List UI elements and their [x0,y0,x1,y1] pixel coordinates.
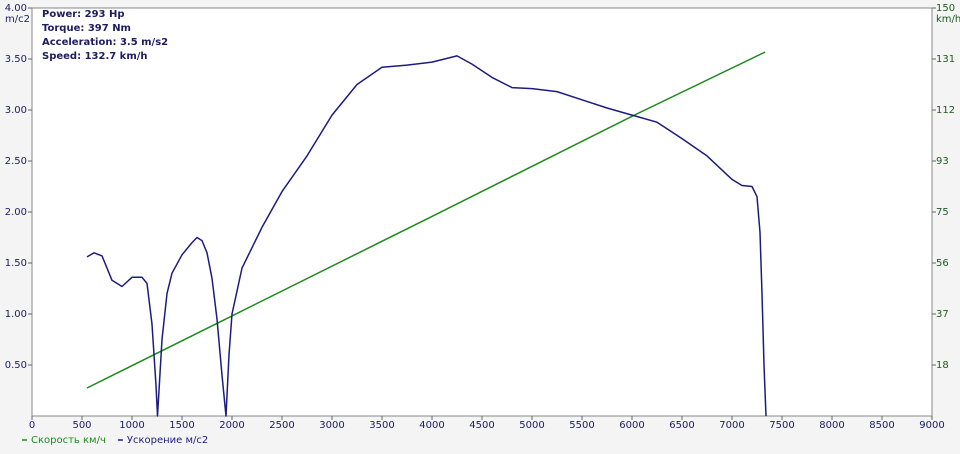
y-unit: m/c2 [5,14,30,25]
y-tick-label: 3.00 [5,105,27,116]
y2-tick-label: 150 [936,3,955,14]
y2-tick-label: 18 [936,360,949,371]
y2-tick-label: 93 [936,156,949,167]
x-tick-label: 1000 [119,420,144,431]
y-tick-label: 2.50 [5,156,27,167]
annotation: Power: 293 Hp [42,9,125,20]
x-tick-label: 500 [72,420,91,431]
y2-unit: km/h [936,14,960,25]
x-tick-label: 8500 [869,420,894,431]
x-tick-label: 4500 [469,420,494,431]
x-tick-label: 9000 [919,420,944,431]
x-tick-label: 4000 [419,420,444,431]
y-tick-label: 0.50 [5,360,27,371]
annotation: Speed: 132.7 km/h [42,51,148,62]
y2-tick-label: 75 [936,207,949,218]
y-tick-label: 3.50 [5,54,27,65]
x-tick-label: 8000 [819,420,844,431]
y2-tick-label: 131 [936,54,955,65]
x-tick-label: 2000 [219,420,244,431]
x-tick-label: 2500 [269,420,294,431]
x-tick-label: 5500 [569,420,594,431]
y2-tick-label: 112 [936,105,955,116]
x-tick-label: 6500 [669,420,694,431]
y-tick-label: 4.00 [5,3,27,14]
legend-label: Скорость км/ч [31,435,106,446]
x-tick-label: 6000 [619,420,644,431]
x-tick-label: 7500 [769,420,794,431]
series-line [86,51,766,389]
series-line [86,55,767,417]
x-tick-label: 5000 [519,420,544,431]
y2-tick-label: 37 [936,309,949,320]
legend-label: Ускорение м/с2 [127,435,208,446]
x-tick-label: 0 [29,420,35,431]
y2-tick-label: 56 [936,258,949,269]
y-tick-label: 1.00 [5,309,27,320]
annotation: Torque: 397 Nm [42,23,131,34]
plot-area [31,7,933,417]
x-tick-label: 1500 [169,420,194,431]
y-tick-label: 2.00 [5,207,27,218]
x-tick-label: 3000 [319,420,344,431]
y-tick-label: 1.50 [5,258,27,269]
annotation: Acceleration: 3.5 m/s2 [42,37,168,48]
x-tick-label: 7000 [719,420,744,431]
x-tick-label: 3500 [369,420,394,431]
